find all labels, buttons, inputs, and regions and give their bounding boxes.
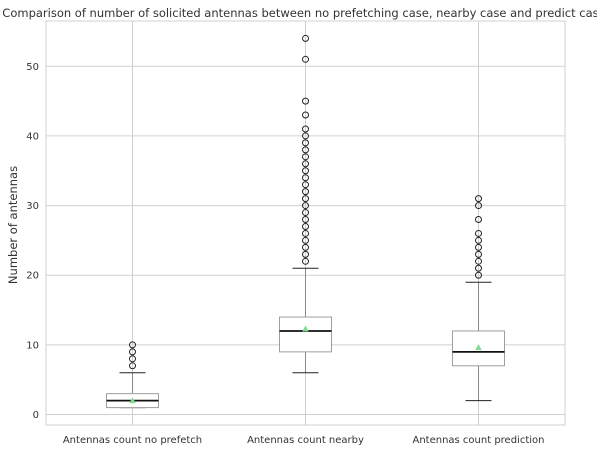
outlier-point — [302, 181, 309, 189]
y-tick-label: 40 — [26, 131, 39, 142]
outlier-point — [302, 236, 309, 244]
outlier-point — [302, 195, 309, 203]
outlier-point — [302, 125, 309, 133]
outlier-point — [302, 222, 309, 230]
outlier-point — [475, 202, 482, 210]
outlier-point — [302, 250, 309, 258]
outlier-point — [302, 153, 309, 161]
outlier-point — [475, 257, 482, 265]
outlier-point — [129, 341, 136, 349]
outlier-point — [129, 348, 136, 356]
x-tick-label: Antennas count no prefetch — [63, 435, 202, 446]
y-tick-label: 20 — [26, 271, 39, 282]
outlier-point — [475, 250, 482, 258]
outlier-point — [302, 97, 309, 105]
y-tick-label: 0 — [33, 410, 39, 421]
outlier-point — [475, 271, 482, 279]
outlier-point — [302, 188, 309, 196]
outlier-point — [302, 160, 309, 168]
outlier-point — [302, 243, 309, 251]
box — [279, 316, 332, 353]
y-tick-label: 10 — [26, 340, 39, 351]
outlier-point — [475, 195, 482, 203]
x-tick-label: Antennas count nearby — [247, 435, 364, 446]
mean-marker — [475, 344, 482, 351]
outlier-point — [302, 229, 309, 237]
outlier-point — [475, 243, 482, 251]
outlier-point — [302, 174, 309, 182]
outlier-point — [129, 355, 136, 363]
mean-marker — [302, 325, 309, 332]
outlier-point — [302, 202, 309, 210]
y-tick-label: 50 — [26, 62, 39, 73]
outlier-point — [302, 139, 309, 147]
outlier-point — [302, 34, 309, 42]
y-tick-label: 30 — [26, 201, 39, 212]
outlier-point — [302, 146, 309, 154]
plot-area: 0 10 20 30 40 50 Antennas count no prefetch Ant… — [26, 20, 566, 446]
outlier-point — [302, 132, 309, 140]
outlier-point — [475, 216, 482, 224]
y-axis-label: Number of antennas — [6, 166, 20, 284]
outlier-point — [302, 257, 309, 265]
outlier-point — [129, 362, 136, 370]
outlier-point — [475, 229, 482, 237]
outlier-point — [302, 111, 309, 119]
chart-title: Comparison of number of solicited antenn… — [2, 6, 597, 20]
mean-marker — [129, 397, 136, 404]
x-tick-label: Antennas count prediction — [412, 435, 544, 446]
outlier-point — [302, 55, 309, 63]
outlier-point — [302, 216, 309, 224]
outlier-point — [302, 209, 309, 217]
outlier-point — [475, 236, 482, 244]
outlier-point — [475, 264, 482, 272]
outlier-point — [302, 167, 309, 175]
